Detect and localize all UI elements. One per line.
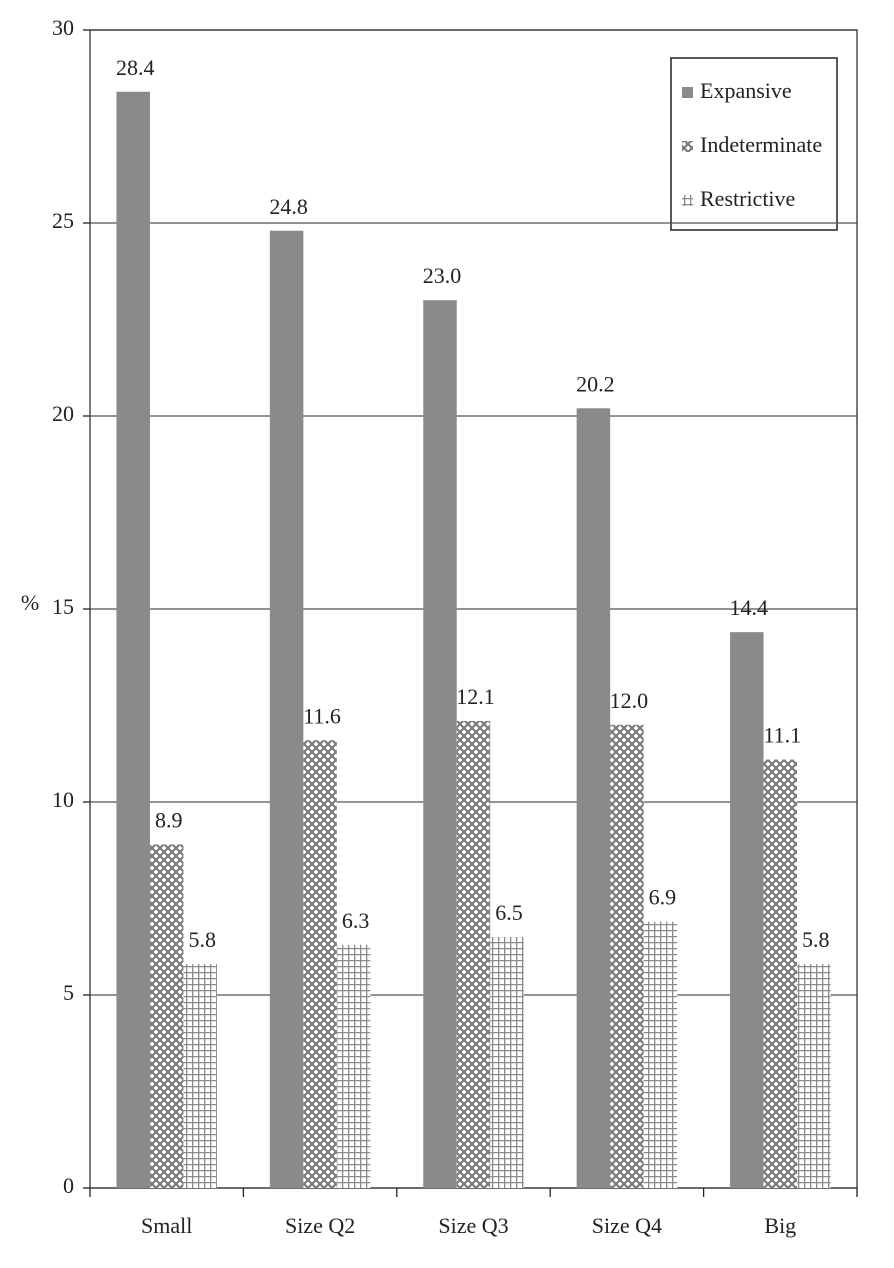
- x-tick-label: Big: [764, 1213, 796, 1238]
- bar: [797, 964, 831, 1188]
- y-tick-label: 0: [63, 1173, 74, 1198]
- value-label: 5.8: [802, 927, 830, 952]
- y-tick-label: 30: [52, 15, 74, 40]
- value-label: 12.1: [456, 684, 495, 709]
- y-axis-label: %: [21, 590, 39, 615]
- y-tick-label: 25: [52, 208, 74, 233]
- bar: [149, 844, 184, 1188]
- value-label: 23.0: [423, 263, 462, 288]
- legend-label: Restrictive: [700, 186, 795, 211]
- value-label: 24.8: [269, 194, 308, 219]
- bar: [763, 759, 798, 1188]
- bar: [303, 740, 337, 1188]
- value-label: 6.3: [342, 908, 370, 933]
- x-tick-label: Small: [141, 1213, 192, 1238]
- value-label: 12.0: [610, 688, 649, 713]
- value-label: 8.9: [155, 808, 183, 833]
- value-label: 5.8: [188, 927, 216, 952]
- legend-label: Expansive: [700, 78, 792, 103]
- x-tick-label: Size Q2: [285, 1213, 355, 1238]
- x-tick-label: Size Q3: [438, 1213, 508, 1238]
- value-label: 20.2: [576, 371, 615, 396]
- bar: [183, 964, 217, 1188]
- bar: [610, 724, 644, 1188]
- bar: [730, 632, 764, 1188]
- y-tick-label: 10: [52, 787, 74, 812]
- y-tick-label: 5: [63, 980, 74, 1005]
- bar: [576, 408, 611, 1188]
- value-label: 28.4: [116, 55, 155, 80]
- value-label: 6.9: [649, 885, 677, 910]
- value-label: 6.5: [495, 900, 523, 925]
- bar: [269, 230, 304, 1189]
- bar: [336, 944, 371, 1188]
- legend-swatch: [682, 141, 693, 152]
- legend-label: Indeterminate: [700, 132, 822, 157]
- legend-box: [670, 57, 838, 231]
- bar: [456, 720, 491, 1188]
- y-tick-label: 20: [52, 401, 74, 426]
- legend: Expansive Indeterminate Restrictive: [670, 57, 838, 231]
- bar: [643, 921, 678, 1188]
- value-label: 11.1: [763, 723, 801, 748]
- legend-swatch: [682, 195, 693, 206]
- bar: [423, 300, 457, 1188]
- y-tick-label: 15: [52, 594, 74, 619]
- bar: [116, 91, 150, 1188]
- value-label: 14.4: [730, 595, 769, 620]
- legend-swatch: [682, 87, 693, 98]
- value-label: 11.6: [303, 703, 341, 728]
- x-tick-label: Size Q4: [592, 1213, 662, 1238]
- bar: [490, 937, 524, 1188]
